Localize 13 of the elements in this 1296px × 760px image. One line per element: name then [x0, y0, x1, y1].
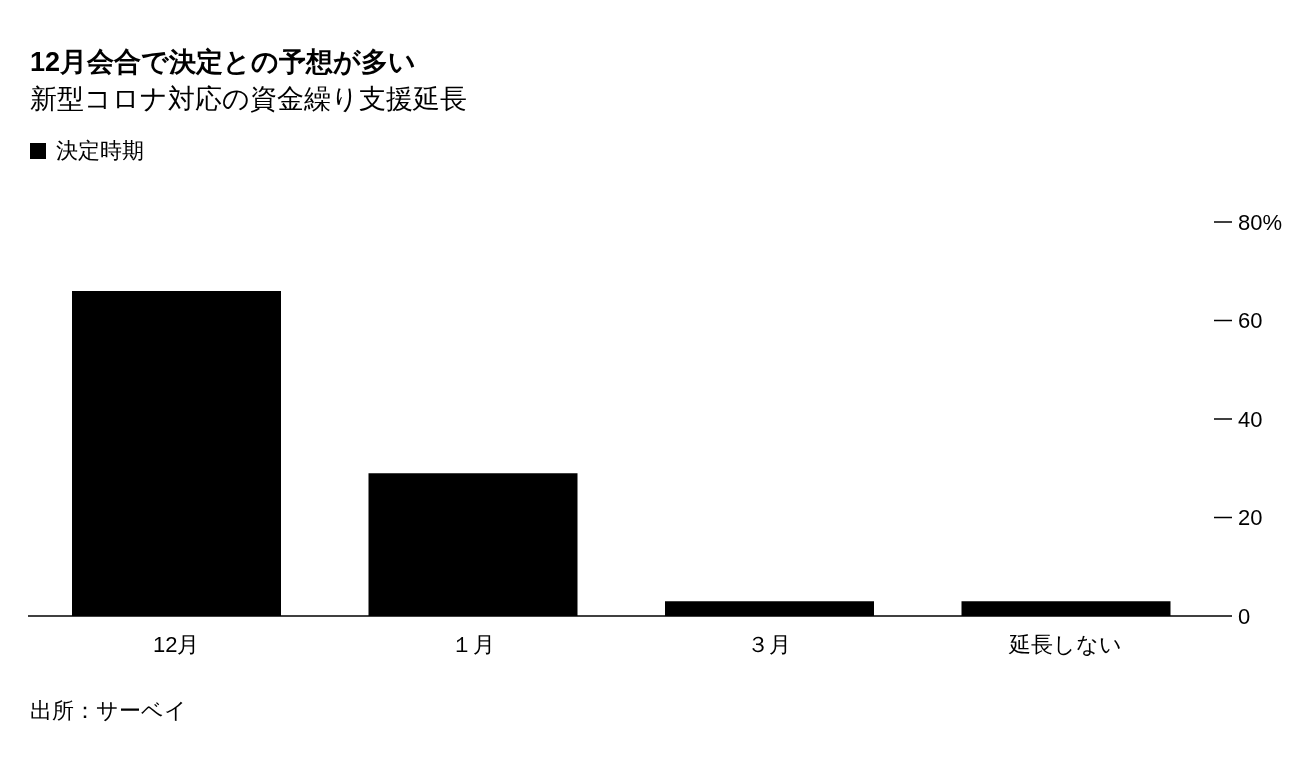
x-tick-label: ３月: [747, 631, 792, 657]
chart-subtitle: 新型コロナ対応の資金繰り支援延長: [30, 83, 468, 116]
legend-label: 決定時期: [55, 137, 144, 165]
x-tick-label: １月: [450, 631, 495, 657]
x-tick-label: 延長しない: [1008, 631, 1123, 657]
x-tick-label: 12月: [153, 631, 200, 657]
y-tick-label: 60: [1238, 308, 1263, 334]
y-tick-label: 80%: [1238, 209, 1283, 235]
text: 出所：サーベイ: [30, 697, 188, 725]
chart-title: 12月会合で決定との予想が多い: [30, 46, 418, 79]
y-tick-label: 0: [1238, 603, 1251, 629]
y-tick-label: 20: [1238, 505, 1263, 531]
y-tick-label: 40: [1238, 406, 1263, 432]
